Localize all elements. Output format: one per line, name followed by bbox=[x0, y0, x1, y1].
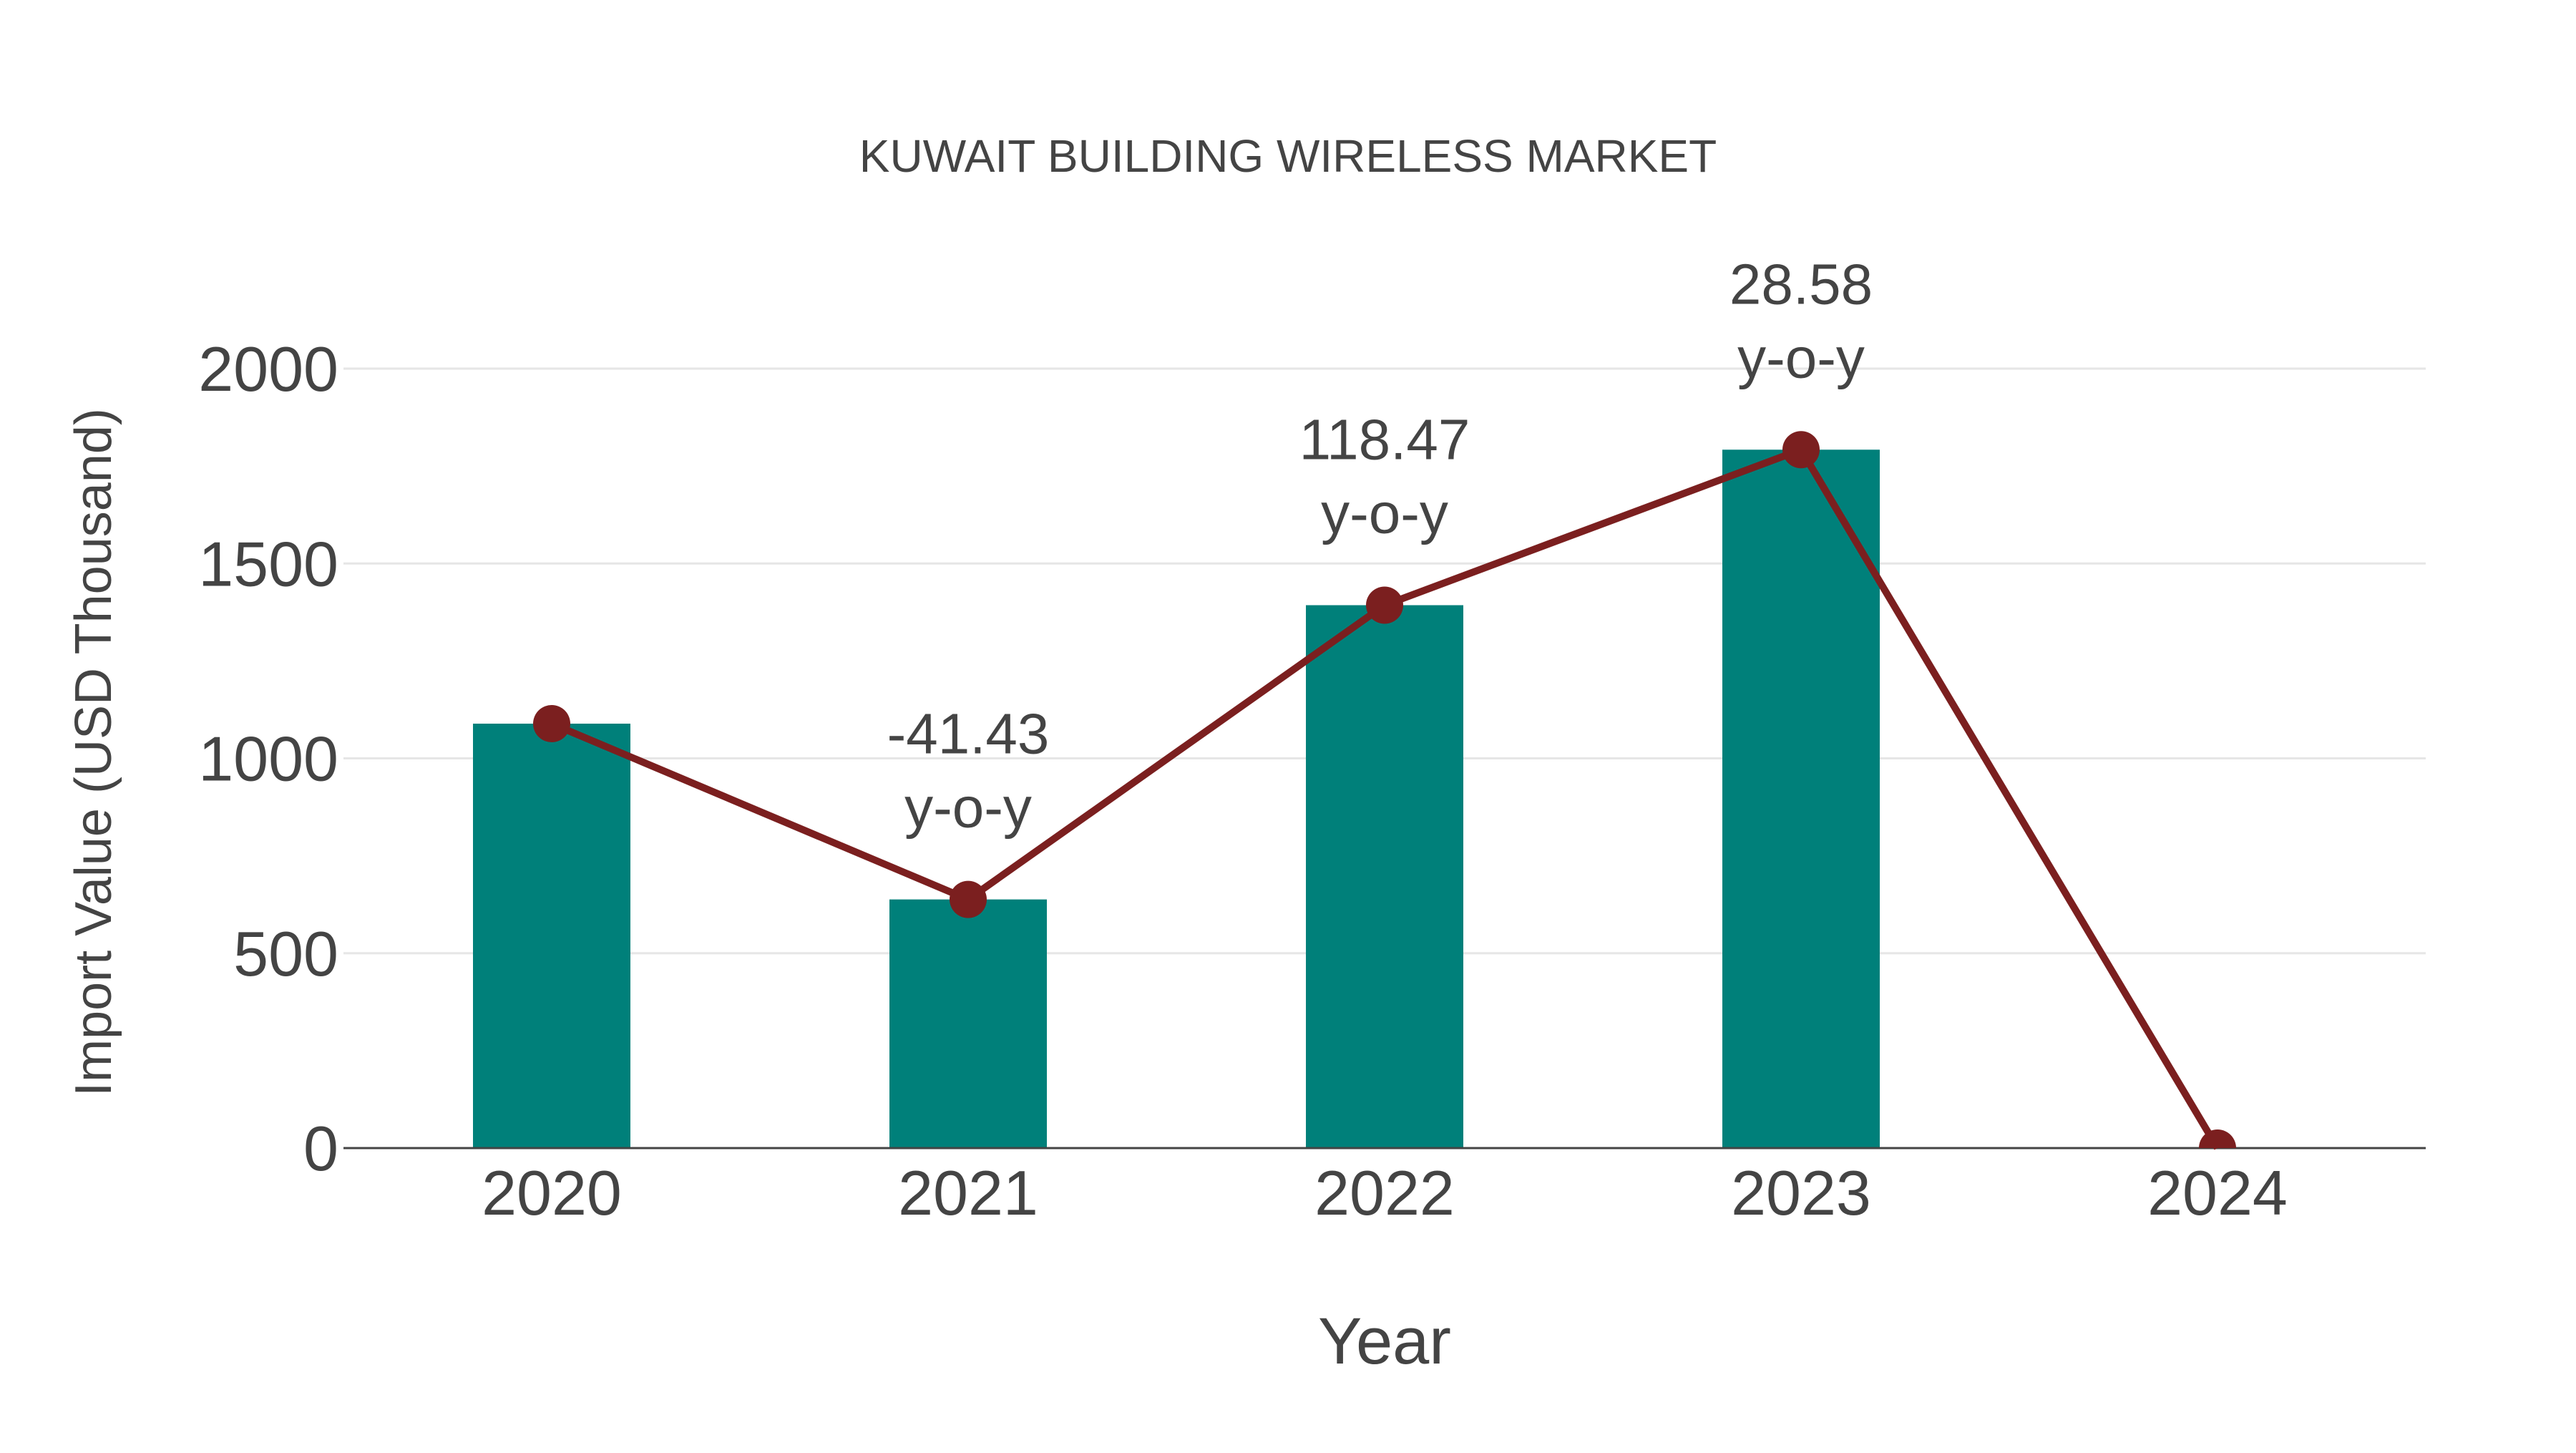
x-tick-label: 2021 bbox=[898, 1157, 1038, 1228]
yoy-annotations: -41.43 y-o-y 118.47 y-o-y 28.58 y-o-y bbox=[887, 252, 1873, 839]
x-axis-title: Year bbox=[1318, 1305, 1451, 1378]
y-tick-label: 0 bbox=[303, 1113, 338, 1184]
bar-2020 bbox=[473, 724, 630, 1148]
x-tick-label: 2022 bbox=[1314, 1157, 1455, 1228]
chart-title: KUWAIT BUILDING WIRELESS MARKET bbox=[859, 130, 1717, 182]
bar-2021 bbox=[889, 899, 1047, 1148]
trend-marker-2023 bbox=[1782, 431, 1820, 469]
x-tick-label: 2024 bbox=[2147, 1157, 2288, 1228]
trend-marker-2021 bbox=[950, 880, 987, 918]
yoy-suffix: y-o-y bbox=[1737, 326, 1865, 389]
y-axis-ticks: 0 500 1000 1500 2000 bbox=[198, 334, 338, 1184]
y-tick-label: 500 bbox=[233, 918, 338, 989]
y-tick-label: 2000 bbox=[198, 334, 338, 404]
trend-marker-2020 bbox=[533, 705, 570, 743]
bar-2022 bbox=[1306, 605, 1463, 1148]
trend-marker-2024 bbox=[2199, 1129, 2236, 1148]
bar-2023 bbox=[1722, 449, 1880, 1148]
y-tick-label: 1500 bbox=[198, 528, 338, 599]
x-tick-label: 2020 bbox=[482, 1157, 622, 1228]
x-axis-ticks: 2020 2021 2022 2023 2024 bbox=[482, 1157, 2288, 1228]
y-tick-label: 1000 bbox=[198, 724, 338, 794]
yoy-value: 118.47 bbox=[1299, 408, 1470, 472]
bar-series bbox=[473, 449, 1880, 1148]
line-series bbox=[533, 431, 2236, 1150]
trend-marker-2022 bbox=[1366, 586, 1403, 624]
y-axis-title: Import Value (USD Thousand) bbox=[65, 408, 122, 1097]
yoy-value: 28.58 bbox=[1729, 252, 1873, 316]
yoy-suffix: y-o-y bbox=[904, 776, 1032, 840]
yoy-value: -41.43 bbox=[887, 702, 1050, 766]
yoy-suffix: y-o-y bbox=[1321, 482, 1448, 545]
x-tick-label: 2023 bbox=[1731, 1157, 1871, 1228]
